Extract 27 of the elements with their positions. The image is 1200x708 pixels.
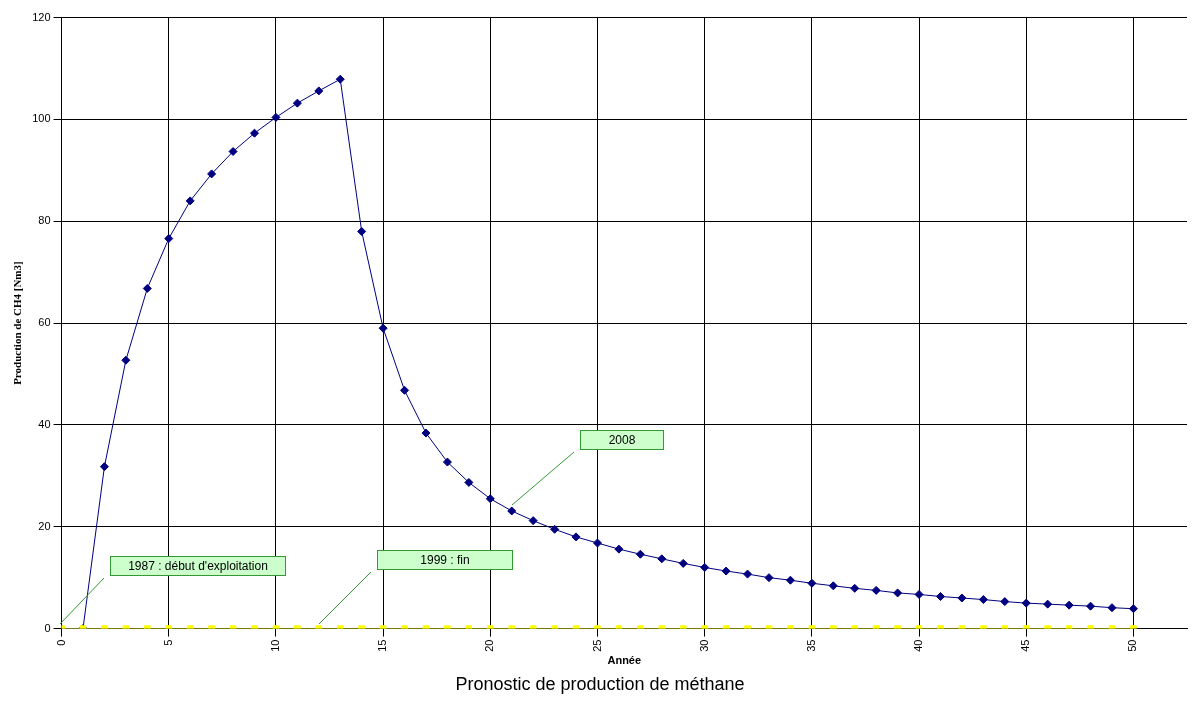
x-axis-title: Année: [607, 654, 642, 667]
text: Pronostic de production de méthane: [454, 674, 746, 695]
x-tick-label: 5: [161, 639, 174, 646]
y-tick-label: 80: [38, 214, 51, 227]
y-tick-label: 60: [38, 316, 51, 329]
x-tick-label: 45: [1019, 639, 1032, 652]
callout: 1999 : fin: [319, 550, 513, 624]
y-tick-label: 100: [32, 112, 51, 125]
y-tick-label: 120: [32, 10, 51, 23]
y-axis-title: Production de CH4 [Nm3]: [11, 261, 24, 385]
x-tick-label: 10: [268, 639, 281, 652]
y-tick-label: 0: [44, 621, 51, 634]
callout: 1987 : début d'exploitation: [60, 556, 286, 624]
callout: 2008: [512, 430, 664, 505]
x-tick-label: 30: [697, 639, 710, 652]
x-tick-label: 20: [483, 639, 496, 652]
y-tick-label: 40: [38, 417, 51, 430]
annotation: 1999 : fin: [377, 550, 513, 570]
x-tick-label: 15: [376, 639, 389, 652]
annotation: 2008: [580, 430, 664, 450]
x-tick-label: 25: [590, 639, 603, 652]
x-tick-label: 40: [912, 639, 925, 652]
x-tick-label: 0: [54, 639, 67, 646]
x-tick-label: 50: [1126, 639, 1139, 652]
annotation: 1987 : début d'exploitation: [110, 556, 286, 576]
x-tick-label: 35: [804, 639, 817, 652]
y-tick-label: 20: [38, 519, 51, 532]
